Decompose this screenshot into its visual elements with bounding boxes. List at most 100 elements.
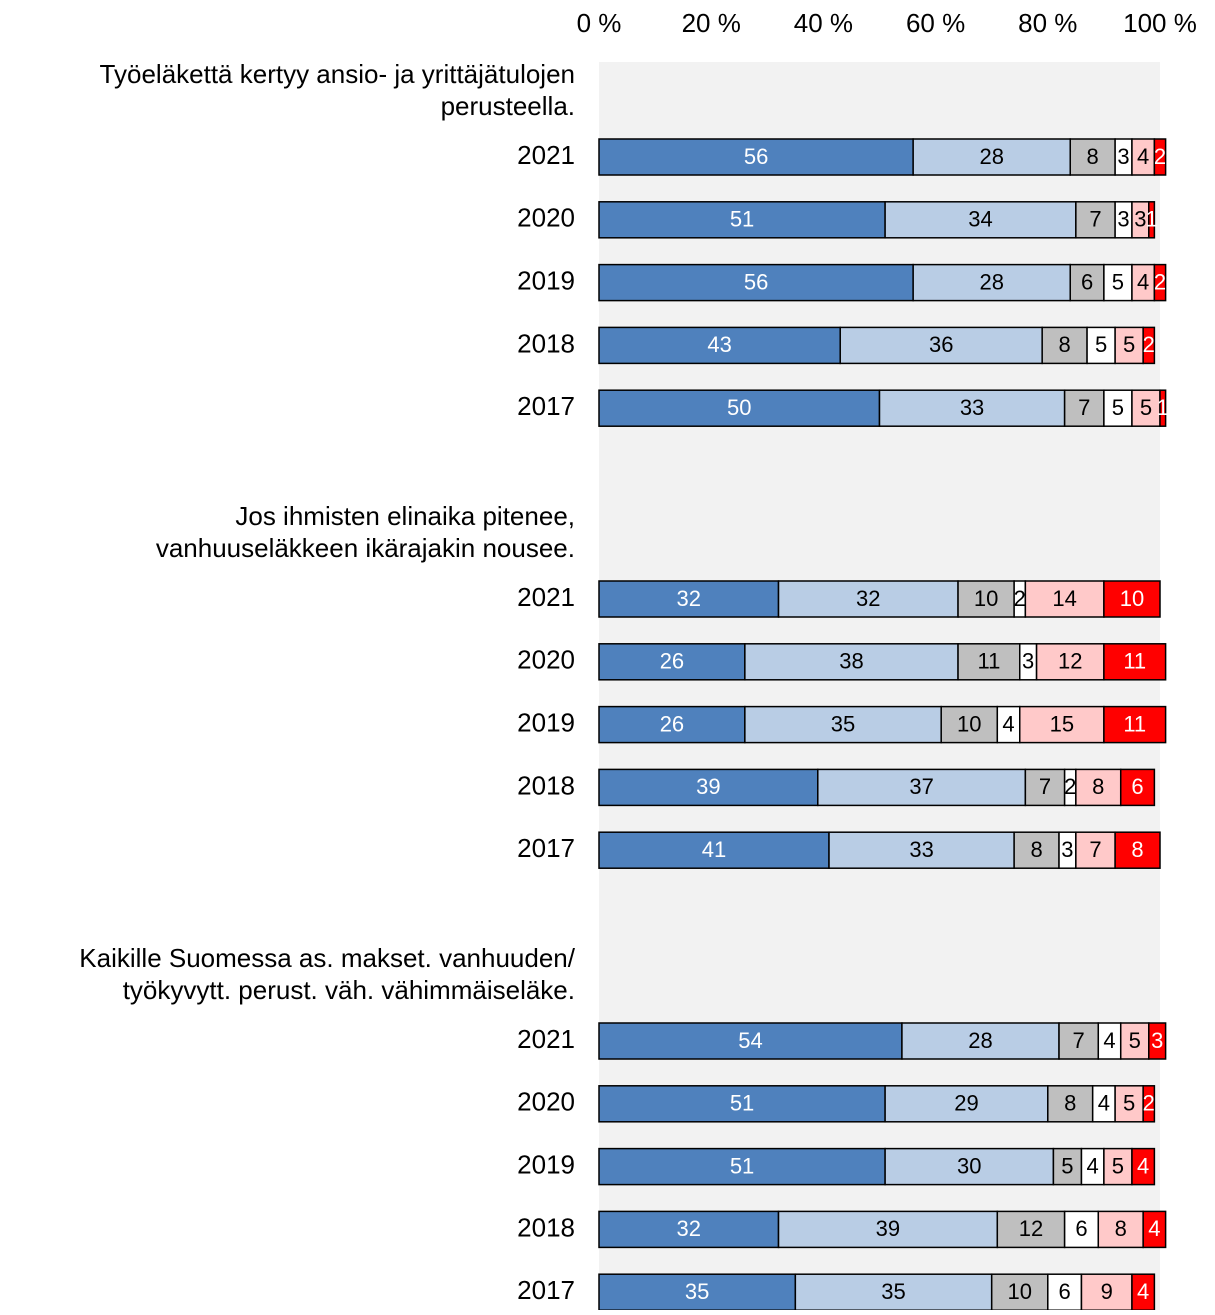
value-label: 34 (968, 207, 992, 232)
value-label: 7 (1039, 774, 1051, 799)
category-label: 2018 (517, 328, 575, 358)
bar-segment (1131, 389, 1161, 427)
x-tick-label: 0 % (577, 8, 622, 38)
bar-segment (598, 138, 914, 176)
bar-segment (1047, 1085, 1094, 1123)
category-label: 2017 (517, 391, 575, 421)
bar-segment (1058, 1022, 1100, 1060)
value-label: 5 (1123, 332, 1135, 357)
bar-segment (1103, 389, 1133, 427)
value-label: 6 (1075, 1216, 1087, 1241)
category-label: 2019 (517, 707, 575, 737)
value-label: 39 (696, 774, 720, 799)
value-label: 11 (977, 649, 1000, 674)
value-label: 4 (1002, 711, 1014, 736)
bar-segment (794, 1273, 993, 1311)
group-title: työkyvytt. perust. väh. vähimmäiseläke. (123, 975, 575, 1005)
value-label: 7 (1078, 395, 1090, 420)
bar-segment (912, 263, 1071, 302)
value-label: 28 (979, 269, 1003, 294)
bar-segment (1119, 768, 1156, 807)
value-label: 32 (677, 586, 701, 611)
value-label: 3 (1117, 144, 1129, 169)
value-label: 4 (1137, 1279, 1149, 1304)
bar-segment (1114, 326, 1144, 365)
value-label: 26 (660, 649, 684, 674)
bar-segment (1013, 831, 1060, 869)
bar-segment (839, 326, 1043, 365)
bar-segment (1159, 389, 1167, 427)
group-title: vanhuuseläkkeen ikärajakin nousee. (156, 533, 575, 563)
value-label: 30 (957, 1153, 981, 1178)
category-label: 2021 (517, 582, 575, 612)
value-label: 5 (1095, 332, 1107, 357)
value-label: 56 (744, 144, 768, 169)
plot-background (599, 62, 1160, 1310)
value-label: 2 (1143, 332, 1155, 357)
bar-segment (901, 1022, 1060, 1060)
value-label: 3 (1022, 649, 1034, 674)
bar-segment (1103, 643, 1167, 681)
value-label: 2 (1143, 1091, 1155, 1116)
bar-segment (884, 1085, 1049, 1123)
bar-segment (598, 1085, 886, 1123)
x-tick-label: 100 % (1123, 8, 1197, 38)
value-label: 7 (1073, 1028, 1085, 1053)
value-label: 4 (1148, 1216, 1160, 1241)
value-label: 8 (1064, 1091, 1076, 1116)
category-label: 2018 (517, 770, 575, 800)
value-label: 10 (1120, 586, 1144, 611)
value-label: 39 (876, 1216, 900, 1241)
value-label: 2 (1064, 774, 1076, 799)
value-label: 8 (1115, 1216, 1127, 1241)
value-label: 6 (1059, 1279, 1071, 1304)
bar-segment (598, 1147, 886, 1186)
category-label: 2020 (517, 1087, 575, 1117)
bar-segment (1097, 1210, 1144, 1249)
bar-segment (1119, 1022, 1150, 1060)
value-label: 3 (1134, 207, 1146, 232)
value-label: 51 (730, 207, 754, 232)
bar-segment (1114, 1085, 1144, 1123)
value-label: 54 (738, 1028, 762, 1053)
value-label: 36 (929, 332, 953, 357)
value-label: 26 (660, 711, 684, 736)
bar-segment (990, 1273, 1049, 1311)
value-label: 38 (839, 649, 863, 674)
value-label: 33 (909, 837, 933, 862)
value-label: 35 (831, 711, 855, 736)
bar-segment (1114, 831, 1161, 869)
category-label: 2019 (517, 265, 575, 295)
bar-segment (1142, 1210, 1167, 1249)
bar-segment (1024, 580, 1105, 618)
value-label: 2 (1154, 269, 1166, 294)
bar-segment (1086, 326, 1116, 365)
value-label: 3 (1117, 207, 1129, 232)
value-label: 10 (957, 711, 981, 736)
value-label: 51 (730, 1091, 754, 1116)
bar-segment (744, 705, 942, 744)
x-tick-label: 40 % (794, 8, 853, 38)
value-label: 12 (1058, 649, 1082, 674)
value-label: 10 (974, 586, 998, 611)
bar-segment (598, 1022, 903, 1060)
value-label: 15 (1050, 711, 1074, 736)
bar-segment (598, 831, 830, 869)
value-label: 5 (1112, 1153, 1124, 1178)
value-label: 5 (1061, 1153, 1073, 1178)
group-title: perusteella. (441, 91, 575, 121)
value-label: 11 (1123, 649, 1146, 674)
value-label: 4 (1087, 1153, 1099, 1178)
bar-segment (1142, 1085, 1156, 1123)
bar-segment (1148, 1022, 1167, 1060)
group-title: Kaikille Suomessa as. makset. vanhuuden/ (79, 943, 575, 973)
value-label: 32 (856, 586, 880, 611)
value-label: 5 (1112, 269, 1124, 294)
category-label: 2017 (517, 833, 575, 863)
bar-segment (598, 1273, 797, 1311)
bar-segment (1131, 1147, 1156, 1186)
value-label: 4 (1137, 1153, 1149, 1178)
value-label: 1 (1145, 207, 1157, 232)
value-label: 28 (968, 1028, 992, 1053)
